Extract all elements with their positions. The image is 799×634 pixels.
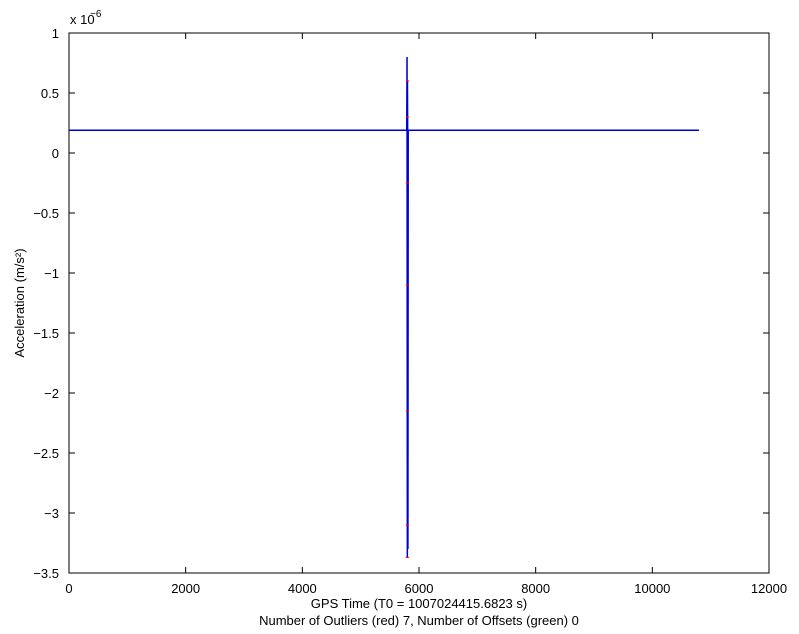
x-tick-label: 0 xyxy=(65,581,72,596)
y-axis-ticks: 1 0.5 0 −0.5 −1 −1.5 −2 −2.5 −3 −3.5 xyxy=(33,26,769,581)
chart-subtitle: Number of Outliers (red) 7, Number of Of… xyxy=(259,613,579,628)
y-scale-factor: x 10 xyxy=(70,12,95,27)
y-tick-label: 0.5 xyxy=(41,86,59,101)
y-tick-label: −2 xyxy=(44,386,59,401)
x-tick-label: 12000 xyxy=(751,581,787,596)
outlier-layer xyxy=(405,80,409,559)
y-tick-label: −0.5 xyxy=(33,206,59,221)
y-scale-exponent: −6 xyxy=(90,9,102,20)
x-tick-label: 2000 xyxy=(171,581,200,596)
x-axis-label: GPS Time (T0 = 1007024415.6823 s) xyxy=(311,596,527,611)
x-tick-label: 6000 xyxy=(405,581,434,596)
y-tick-label: −3 xyxy=(44,506,59,521)
y-axis-label: Acceleration (m/s²) xyxy=(12,248,27,357)
y-tick-label: −1.5 xyxy=(33,326,59,341)
y-tick-label: −3.5 xyxy=(33,566,59,581)
x-tick-label: 8000 xyxy=(521,581,550,596)
y-tick-label: −1 xyxy=(44,266,59,281)
y-tick-label: 0 xyxy=(52,146,59,161)
plot-area xyxy=(68,32,770,574)
y-tick-label: −2.5 xyxy=(33,446,59,461)
y-tick-label: 1 xyxy=(52,26,59,41)
x-tick-label: 10000 xyxy=(634,581,670,596)
x-tick-label: 4000 xyxy=(288,581,317,596)
x-axis-ticks: 0 2000 4000 6000 8000 10000 12000 xyxy=(65,33,787,596)
